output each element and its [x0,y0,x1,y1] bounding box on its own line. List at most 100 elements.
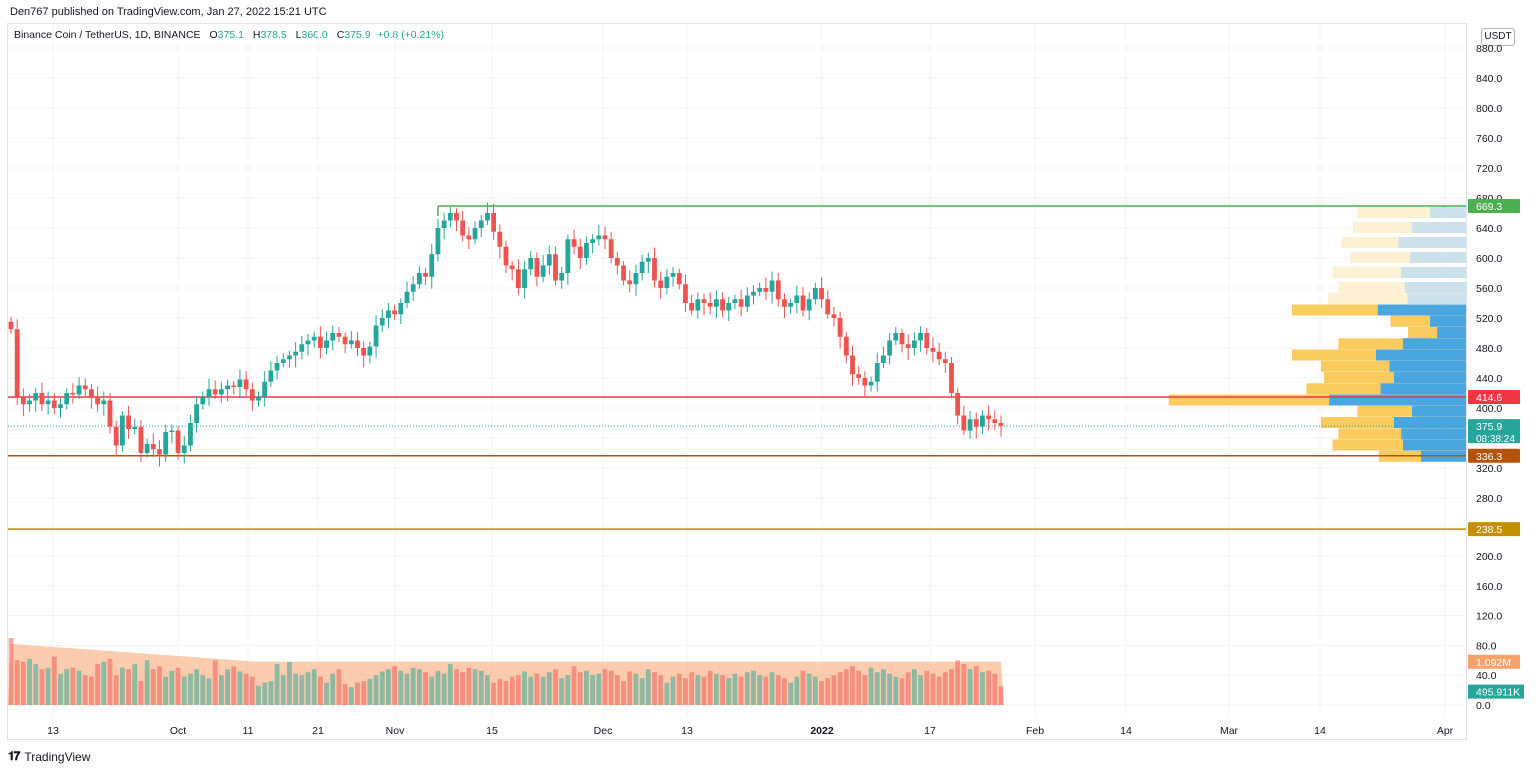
candle-body [819,288,824,300]
volume-bar [27,658,32,705]
volume-bar [757,675,763,705]
volume-bar [336,669,342,705]
volume-bar [398,670,404,705]
candle-body [862,378,868,386]
volume-bar [955,660,961,705]
volume-bar [379,671,385,705]
candle-body [361,348,367,356]
candle-body [874,363,880,382]
volume-ma-tag-text: 1.092M [1476,657,1511,669]
candle-body [683,284,688,303]
volume-bar [924,670,930,705]
volume-bar [126,669,131,705]
candle-body [812,288,818,300]
candle-body [256,396,261,401]
volume-bar [497,678,503,705]
volume-bar [546,672,552,705]
volume-bar [887,673,893,705]
volume-bar [14,660,20,705]
volume-bar [423,672,428,705]
volume-tick-label: 0.0 [1476,700,1491,712]
volume-bar [837,672,843,705]
candle-body [720,299,725,311]
candle-body [89,389,94,397]
volume-bar [590,675,596,705]
volume-bar [441,673,447,705]
volume-bar [163,676,169,705]
candle-body [317,336,323,348]
volume-bar [188,673,193,705]
volume-bar [119,667,125,705]
candle-body [509,265,515,270]
candle-body [732,299,738,303]
candle-body [800,295,806,311]
candle-body [621,265,626,281]
volume-bar [930,673,936,705]
vp-row-total [1338,338,1466,350]
volume-bar [299,675,305,705]
candle-body [831,314,837,318]
change-value: +0.8 (+0.21%) [377,29,445,41]
volume-bar [713,673,719,705]
volume-bar [584,670,589,705]
candle-body [973,419,979,427]
volume-bar [528,676,534,705]
candle-body [658,280,664,288]
volume-tick-label: 160.0 [1476,581,1502,593]
volume-bar [726,678,732,705]
volume-bar [905,672,911,705]
volume-bar [218,675,224,705]
candle-body [911,340,917,348]
volume-bar [305,672,311,705]
time-tick-label: Feb [1026,725,1044,737]
volume-bar [287,661,292,705]
volume-bar [676,673,682,705]
volume-bar [361,681,367,705]
candle-body [850,355,855,375]
level-tag-text: 669.3 [1476,201,1502,213]
volume-profile [1168,207,1466,462]
vp-row-total [1408,327,1466,338]
candle-body [138,426,144,453]
candle-body [602,235,608,240]
candle-body [188,423,193,446]
candle-body [435,228,441,255]
candle-body [243,379,249,390]
candle-body [726,303,732,311]
high-value: 378.5 [260,29,287,41]
volume-bar [262,682,268,705]
volume-bar [132,664,138,705]
volume-bar [645,669,651,705]
candle-body [113,426,119,446]
currency-button[interactable]: USDT [1481,28,1515,46]
volume-bar [293,673,299,705]
volume-bar [485,675,490,705]
volume-bar [540,676,546,705]
close-label: C [336,29,345,41]
volume-bar [231,666,237,705]
volume-ma-tag [1468,654,1520,669]
candle-body [825,299,831,315]
volume-bar [95,664,101,705]
vp-row-buy [1404,282,1466,293]
volume-bar [175,667,181,705]
vp-row-buy [1376,349,1466,361]
candle-body [713,299,719,307]
volume-bar [157,666,162,705]
candle-body [280,359,286,363]
volume-bar [515,675,521,705]
candle-body [596,235,602,240]
volume-bar [107,658,113,705]
volume-bar [144,660,150,705]
candle-body [14,329,20,397]
candle-body [268,370,274,382]
volume-tick-label: 40.0 [1476,670,1497,682]
candle-body [175,430,181,453]
candle-body [664,276,670,288]
tradingview-footer[interactable]: 𝟏𝟕 TradingView [8,749,90,764]
candle-body [478,220,484,228]
candle-body [652,258,657,281]
volume-bar [608,670,614,705]
vp-row-total [1390,315,1466,327]
